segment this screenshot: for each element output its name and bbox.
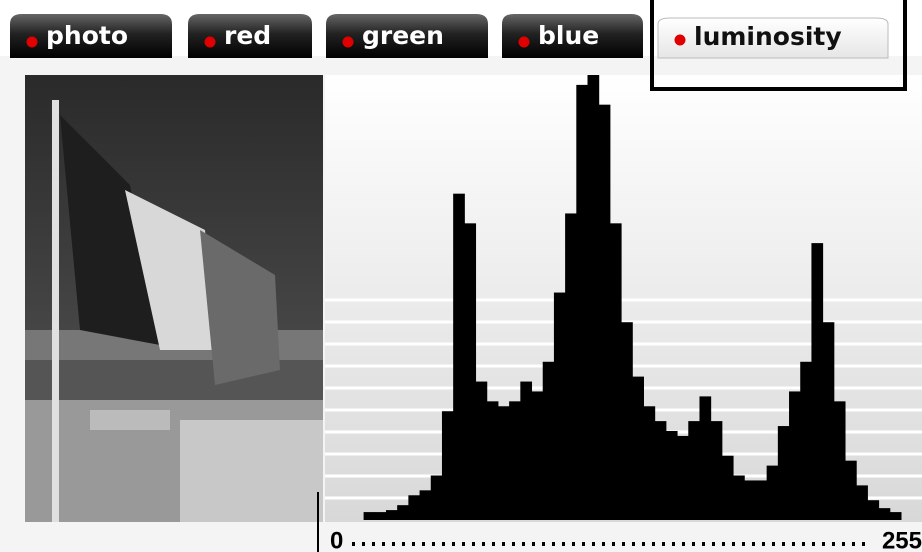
bar: [666, 431, 678, 520]
bar: [688, 421, 700, 520]
bar: [599, 105, 611, 520]
bar: [431, 476, 443, 521]
tab-dot: [675, 35, 686, 46]
bar: [532, 391, 544, 520]
bar: [711, 421, 723, 520]
bar: [834, 401, 846, 520]
screen: photo red green blue luminosity 0 255: [0, 0, 922, 552]
page: {"tabs":["photo","red","green","blue","l…: [0, 0, 922, 552]
bar: [621, 322, 633, 520]
bar: [733, 476, 745, 521]
tab-dot: [343, 37, 354, 48]
bar: [655, 421, 667, 520]
tab-dot: [27, 37, 38, 48]
tab-label: photo: [46, 21, 128, 50]
tab-label: green: [362, 21, 444, 50]
bar: [498, 406, 510, 520]
bar: [397, 505, 409, 520]
tab-dot: [205, 37, 216, 48]
tab[interactable]: blue: [502, 14, 643, 58]
bar: [588, 75, 600, 520]
x-tick-label: 255: [882, 527, 922, 552]
bar: [823, 322, 835, 520]
photo: [25, 75, 323, 522]
bar: [565, 213, 577, 520]
bar: [744, 480, 756, 520]
bar: [767, 466, 779, 520]
bar: [420, 490, 432, 520]
bar: [867, 500, 879, 520]
tab-label: blue: [538, 21, 599, 50]
bar: [386, 510, 398, 520]
bar: [845, 461, 857, 520]
bar: [856, 485, 868, 520]
tab-dot: [519, 37, 530, 48]
bar: [520, 382, 532, 520]
tab[interactable]: luminosity: [658, 18, 888, 58]
bar: [442, 411, 454, 520]
x-tick-label: 0: [330, 527, 343, 552]
tab[interactable]: photo: [10, 14, 172, 58]
bar: [509, 401, 521, 520]
tab-label: red: [224, 21, 271, 50]
tab[interactable]: red: [188, 14, 312, 58]
bar: [643, 406, 655, 520]
bar: [476, 382, 488, 520]
bar: [677, 436, 689, 520]
tab[interactable]: green: [326, 14, 488, 58]
bar: [789, 391, 801, 520]
bar: [800, 362, 812, 520]
bar: [464, 223, 476, 520]
bar: [375, 512, 387, 520]
bar: [543, 362, 555, 520]
bar: [890, 512, 902, 520]
bar: [632, 377, 644, 520]
bar: [778, 426, 790, 520]
bar: [811, 243, 823, 520]
bar: [610, 223, 622, 520]
bar: [554, 293, 566, 520]
bar: [722, 456, 734, 520]
bar: [408, 495, 420, 520]
bar: [699, 396, 711, 520]
bar: [453, 194, 465, 520]
bar: [364, 512, 376, 520]
tab-label: luminosity: [694, 22, 842, 51]
bar: [755, 480, 767, 520]
bar: [487, 401, 499, 520]
bar: [879, 508, 891, 520]
bar: [576, 85, 588, 520]
